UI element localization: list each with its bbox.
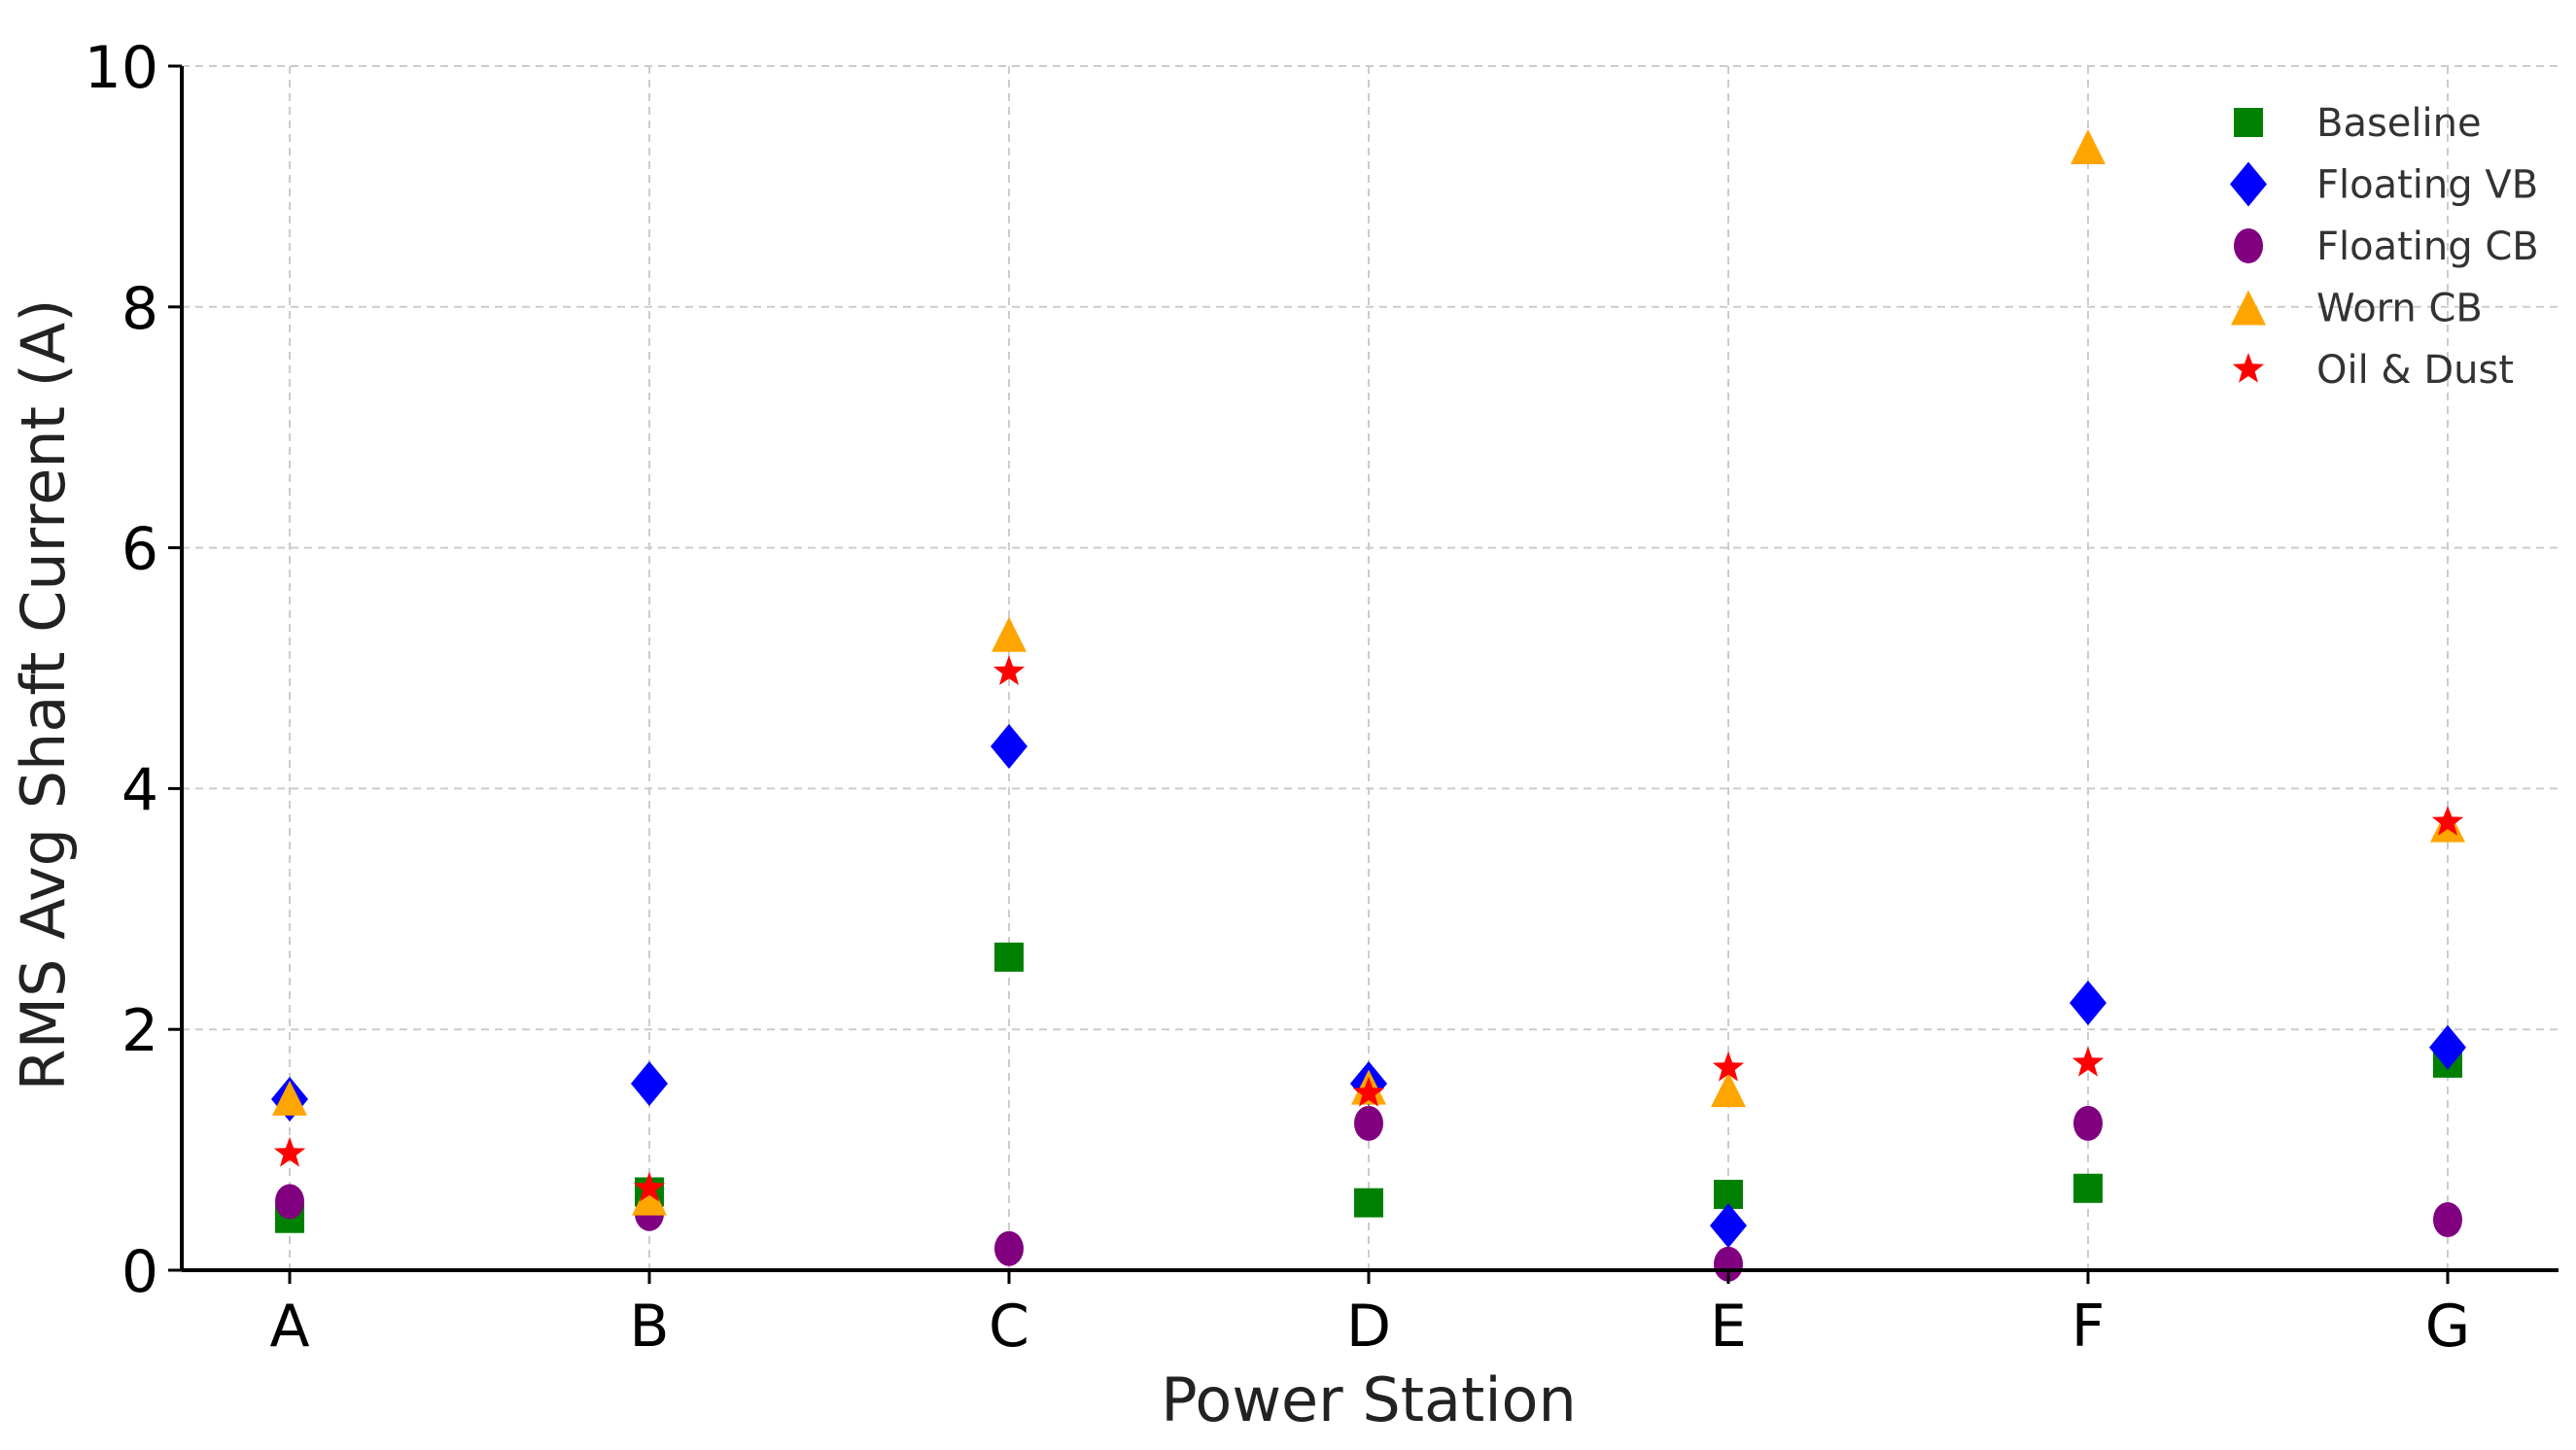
point-floating-vb [2429,1024,2466,1070]
point-floating-cb [1714,1246,1743,1282]
legend-item-floating-vb: Floating VB [2230,161,2538,208]
y-tick-label: 0 [122,1238,158,1306]
legend-item-floating-cb: Floating CB [2234,224,2539,269]
x-tick-label: G [2425,1293,2471,1361]
point-worn-cb [2071,129,2106,165]
point-oil-dust [2071,1046,2105,1077]
point-baseline [994,942,1024,972]
y-tick-label: 8 [122,275,158,343]
point-floating-cb [275,1184,304,1220]
legend-label: Floating CB [2316,224,2539,269]
legend-item-worn-cb: Worn CB [2231,287,2483,331]
point-baseline [2073,1173,2103,1203]
legend-label: Worn CB [2316,287,2483,331]
tick-labels: 0 2 4 6 8 10 A B C D E F G [85,34,2471,1361]
point-floating-vb [991,724,1027,770]
point-baseline [1354,1188,1383,1218]
point-oil-dust [273,1136,306,1167]
point-worn-cb [272,1080,307,1116]
legend-item-oil-dust: Oil & Dust [2232,348,2514,393]
point-worn-cb [1711,1072,1746,1108]
point-floating-vb [1710,1203,1747,1249]
data-points [271,129,2466,1282]
legend: Baseline Floating VB Floating CB Worn CB Oil… [2230,101,2539,393]
legend-marker-floating-cb [2234,228,2263,263]
point-floating-cb [2433,1201,2462,1237]
y-axis-title: RMS Avg Shaft Current (A) [8,299,79,1091]
point-oil-dust [1712,1051,1745,1082]
point-worn-cb [632,1180,667,1216]
legend-label: Baseline [2316,101,2482,146]
legend-marker-oil-dust [2232,353,2265,383]
y-tick-label: 6 [122,516,158,584]
x-tick-label: B [629,1293,669,1361]
x-tick-label: A [269,1293,309,1361]
legend-item-baseline: Baseline [2234,101,2482,146]
point-worn-cb [992,616,1027,652]
legend-marker-baseline [2234,108,2263,137]
legend-marker-worn-cb [2231,290,2266,326]
point-oil-dust [1352,1076,1385,1107]
y-tick-label: 10 [85,34,158,102]
point-oil-dust [992,655,1026,685]
x-tick-label: E [1710,1293,1747,1361]
x-tick-label: D [1346,1293,1391,1361]
point-floating-cb [1354,1105,1383,1141]
legend-marker-floating-vb [2230,161,2267,207]
legend-label: Oil & Dust [2316,348,2514,393]
y-tick-label: 2 [122,997,158,1065]
x-tick-label: C [989,1293,1029,1361]
point-floating-cb [2073,1105,2103,1141]
y-tick-label: 4 [122,756,158,824]
x-tick-label: F [2071,1293,2106,1361]
point-floating-vb [2070,980,2106,1025]
point-floating-vb [631,1060,668,1106]
legend-label: Floating VB [2316,163,2538,208]
x-axis-title: Power Station [1161,1364,1577,1435]
point-floating-cb [994,1230,1024,1266]
grid [182,65,2559,1270]
axes [168,64,2559,1284]
point-oil-dust [2431,806,2464,836]
point-oil-dust [633,1171,666,1202]
